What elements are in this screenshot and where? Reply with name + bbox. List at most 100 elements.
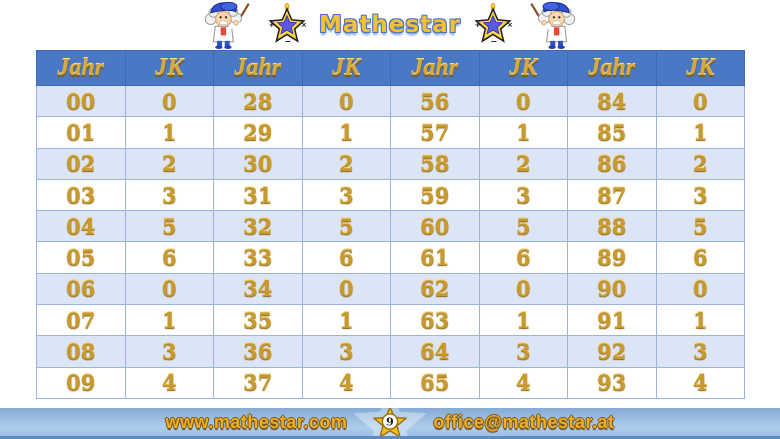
wizard-professor-icon [199, 1, 255, 49]
jk-cell: 4 [655, 366, 745, 400]
column-header-jahr-2: Jahr [213, 50, 303, 86]
jk-cell: 4 [124, 366, 214, 400]
math-star-icon [267, 3, 308, 47]
year-cell: 63 [390, 304, 480, 337]
table-row: 05 6 33 6 61 6 89 6 [36, 241, 745, 274]
year-cell: 02 [36, 147, 126, 180]
year-cell: 89 [567, 241, 657, 274]
jk-cell: 2 [124, 147, 214, 180]
year-cell: 61 [390, 241, 480, 274]
table-row: 07 1 35 1 63 1 91 1 [36, 304, 745, 337]
table-header-row: Jahr JK Jahr JK Jahr JK Jahr JK [36, 50, 745, 86]
jk-cell: 3 [478, 178, 568, 212]
table-row: 00 0 28 0 56 0 84 0 [36, 84, 745, 118]
jk-cell: 0 [655, 272, 745, 306]
math-star-icon [473, 3, 514, 47]
year-cell: 00 [36, 84, 126, 118]
jk-cell: 5 [301, 210, 391, 243]
year-cell: 58 [390, 147, 480, 180]
jk-cell: 1 [655, 116, 745, 149]
year-cell: 34 [213, 272, 303, 306]
jk-cell: 6 [301, 241, 391, 274]
jk-cell: 1 [478, 116, 568, 149]
year-cell: 03 [36, 178, 126, 212]
year-cell: 84 [567, 84, 657, 118]
table-row: 08 3 36 3 64 3 92 3 [36, 335, 745, 368]
table-row: 06 0 34 0 62 0 90 0 [36, 272, 745, 306]
jk-cell: 6 [124, 241, 214, 274]
column-header-jahr-6: Jahr [567, 50, 657, 86]
jk-cell: 5 [655, 210, 745, 243]
year-cell: 29 [213, 116, 303, 149]
jk-cell: 1 [655, 304, 745, 337]
jk-cell: 5 [124, 210, 214, 243]
jk-cell: 3 [301, 335, 391, 368]
logo-title: Mathestar [319, 12, 461, 38]
table-row: 01 1 29 1 57 1 85 1 [36, 116, 745, 149]
year-cell: 06 [36, 272, 126, 306]
footer-bar: www.mathestar.com 9 office@mathestar.at [0, 408, 780, 439]
jk-cell: 0 [478, 272, 568, 306]
jk-cell: 6 [478, 241, 568, 274]
year-cell: 93 [567, 366, 657, 400]
page-number: 9 [387, 416, 395, 429]
table-row: 09 4 37 4 65 4 93 4 [36, 366, 745, 400]
jk-cell: 0 [124, 272, 214, 306]
jk-cell: 3 [124, 335, 214, 368]
column-header-jk-3: JK [301, 50, 391, 86]
year-cell: 30 [213, 147, 303, 180]
page-number-star: 9 [373, 408, 408, 436]
jk-cell: 0 [478, 84, 568, 118]
column-header-jk-7: JK [655, 50, 745, 86]
jk-cell: 6 [655, 241, 745, 274]
jk-cell: 3 [478, 335, 568, 368]
jk-cell: 0 [655, 84, 745, 118]
year-cell: 32 [213, 210, 303, 243]
column-header-jk-5: JK [478, 50, 568, 86]
year-cell: 87 [567, 178, 657, 212]
jk-cell: 1 [478, 304, 568, 337]
year-cell: 62 [390, 272, 480, 306]
year-cell: 56 [390, 84, 480, 118]
jk-cell: 1 [124, 304, 214, 337]
table-row: 04 5 32 5 60 5 88 5 [36, 210, 745, 243]
table-row: 03 3 31 3 59 3 87 3 [36, 178, 745, 212]
year-cell: 31 [213, 178, 303, 212]
year-cell: 37 [213, 366, 303, 400]
year-cell: 08 [36, 335, 126, 368]
jk-cell: 0 [124, 84, 214, 118]
jk-cell: 4 [478, 366, 568, 400]
jk-cell: 5 [478, 210, 568, 243]
jk-cell: 0 [301, 272, 391, 306]
year-cell: 60 [390, 210, 480, 243]
year-cell: 57 [390, 116, 480, 149]
year-cell: 36 [213, 335, 303, 368]
page-star-icon: 9 [373, 408, 408, 436]
year-cell: 05 [36, 241, 126, 274]
year-cell: 59 [390, 178, 480, 212]
jk-cell: 2 [478, 147, 568, 180]
email-link[interactable]: office@mathestar.at [433, 411, 615, 432]
year-cell: 64 [390, 335, 480, 368]
jk-cell: 3 [655, 178, 745, 212]
jk-cell: 3 [655, 335, 745, 368]
website-link[interactable]: www.mathestar.com [165, 411, 348, 432]
year-cell: 07 [36, 304, 126, 337]
year-cell: 91 [567, 304, 657, 337]
year-cell: 35 [213, 304, 303, 337]
year-cell: 09 [36, 366, 126, 400]
jk-cell: 3 [301, 178, 391, 212]
jk-cell: 3 [124, 178, 214, 212]
column-header-jahr-0: Jahr [36, 50, 126, 86]
jk-cell: 1 [301, 116, 391, 149]
year-cell: 28 [213, 84, 303, 118]
year-cell: 65 [390, 366, 480, 400]
year-cell: 88 [567, 210, 657, 243]
year-cell: 92 [567, 335, 657, 368]
jk-cell: 1 [124, 116, 214, 149]
year-cell: 86 [567, 147, 657, 180]
table-body: 00 0 28 0 56 0 84 0 01 1 29 1 57 1 85 1 02 2 30 2 58 2 86 2 03 3 3… [36, 84, 745, 400]
jk-cell: 1 [301, 304, 391, 337]
wizard-professor-icon [525, 1, 581, 49]
year-cell: 33 [213, 241, 303, 274]
